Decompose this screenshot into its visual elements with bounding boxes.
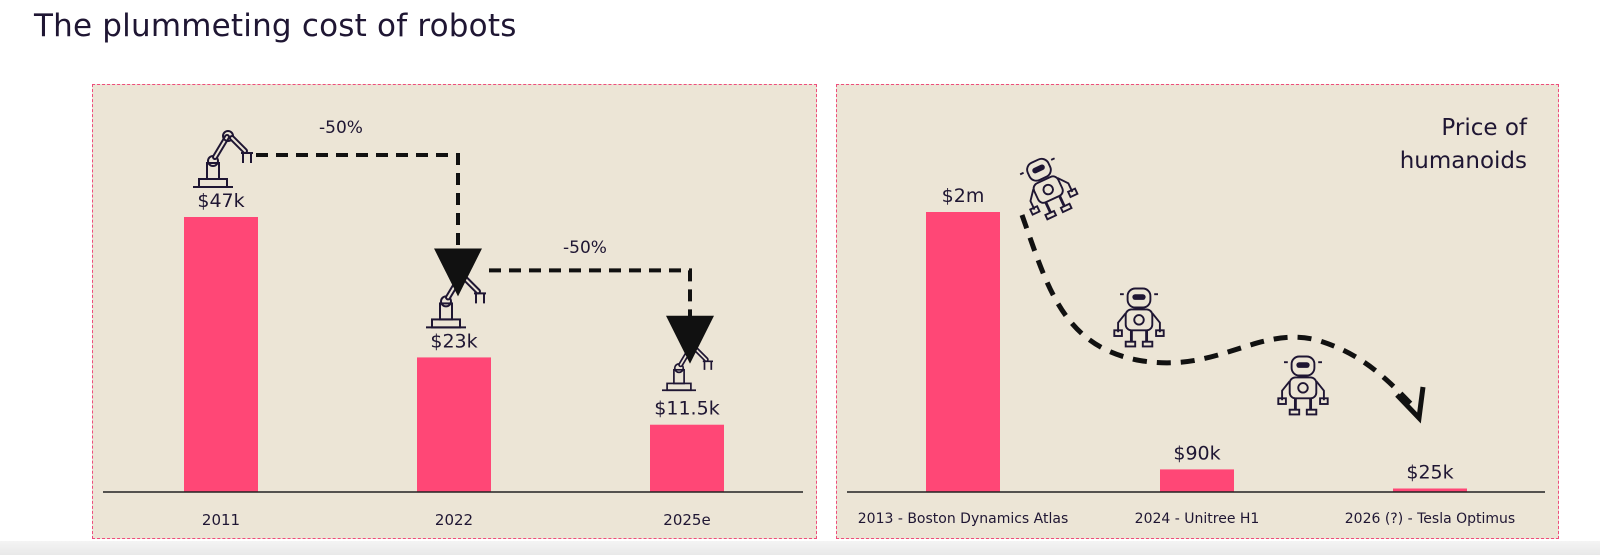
bar-1: [1160, 469, 1234, 492]
page-title: The plummeting cost of robots: [34, 8, 517, 44]
category-label-2022: 2022: [435, 511, 473, 529]
bottom-edge: [0, 541, 1600, 555]
dashed-arrow-1: [256, 153, 482, 297]
humanoid-robot-icon: [1112, 287, 1166, 348]
category-label-1: 2024 - Unitree H1: [1135, 511, 1260, 527]
chart-title-line-2: humanoids: [1400, 148, 1527, 174]
humanoid-robot-icon: [1011, 149, 1084, 226]
category-label-2011: 2011: [202, 511, 240, 529]
value-label-2011: $47k: [197, 190, 244, 212]
industrial-robot-cost-panel: $47k 2011 $23k 2022 $11.5k 2025e -50% -50%: [92, 84, 817, 539]
chart-title-line-1: Price of: [1441, 115, 1527, 141]
humanoid-price-chart: Price of humanoids $2m 2013 - Boston Dyna…: [847, 115, 1545, 527]
annotation-2: -50%: [563, 238, 607, 258]
robot-arm-icon: [662, 343, 713, 391]
trend-arrowhead: [1395, 386, 1426, 424]
value-label-2022: $23k: [430, 330, 477, 352]
value-label-2025e: $11.5k: [654, 398, 719, 420]
value-label-1: $90k: [1173, 442, 1220, 464]
bar-2022: [417, 357, 491, 492]
value-label-0: $2m: [942, 185, 985, 207]
humanoid-robot-icon: [1276, 355, 1330, 416]
category-label-2025e: 2025e: [663, 511, 710, 529]
humanoid-price-panel: Price of humanoids $2m 2013 - Boston Dyna…: [836, 84, 1559, 539]
bar-2025e: [650, 424, 724, 492]
category-label-0: 2013 - Boston Dynamics Atlas: [858, 511, 1069, 527]
dashed-arrow-2: [489, 268, 714, 364]
bar-2011: [184, 217, 258, 492]
industrial-robot-cost-chart: $47k 2011 $23k 2022 $11.5k 2025e -50% -50%: [103, 118, 803, 529]
trend-curve-arrow: [1019, 214, 1419, 412]
value-label-2: $25k: [1406, 462, 1453, 484]
robot-arm-icon: [193, 131, 253, 187]
category-label-2: 2026 (?) - Tesla Optimus: [1345, 511, 1515, 527]
annotation-1: -50%: [319, 118, 363, 138]
robot-arm-icon: [426, 271, 486, 327]
bar-2: [1393, 488, 1467, 492]
bar-0: [926, 212, 1000, 492]
